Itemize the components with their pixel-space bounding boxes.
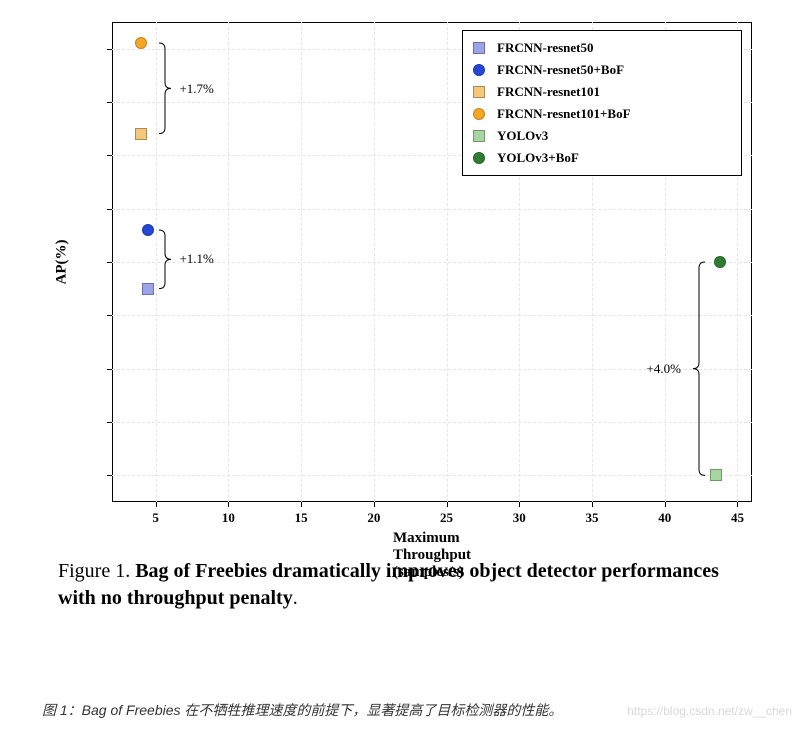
data-point xyxy=(135,128,147,140)
y-tick-mark xyxy=(107,475,112,476)
data-point xyxy=(710,469,722,481)
y-tick-mark xyxy=(107,102,112,103)
legend-item: FRCNN-resnet50+BoF xyxy=(473,59,731,81)
data-point xyxy=(135,37,147,49)
square-marker-icon xyxy=(473,130,485,142)
grid-line-horizontal xyxy=(112,422,752,423)
x-tick-label: 45 xyxy=(731,510,744,526)
legend-item: YOLOv3+BoF xyxy=(473,147,731,169)
legend-label: FRCNN-resnet101 xyxy=(497,84,600,100)
y-tick-mark xyxy=(107,49,112,50)
legend-item: FRCNN-resnet101 xyxy=(473,81,731,103)
legend-box: FRCNN-resnet50 FRCNN-resnet50+BoF FRCNN-re… xyxy=(462,30,742,176)
y-tick-mark xyxy=(107,262,112,263)
legend-label: FRCNN-resnet50+BoF xyxy=(497,62,624,78)
circle-marker-icon xyxy=(473,152,485,164)
caption-bold: Bag of Freebies dramatically improves ob… xyxy=(58,560,719,609)
x-tick-label: 35 xyxy=(586,510,599,526)
x-tick-mark xyxy=(374,502,375,507)
legend-label: FRCNN-resnet101+BoF xyxy=(497,106,631,122)
bracket-label: +4.0% xyxy=(647,361,681,377)
legend-label: FRCNN-resnet50 xyxy=(497,40,594,56)
caption-prefix: Figure 1. xyxy=(58,560,135,582)
y-tick-mark xyxy=(107,369,112,370)
grid-line-horizontal xyxy=(112,209,752,210)
x-tick-label: 25 xyxy=(440,510,453,526)
x-tick-mark xyxy=(447,502,448,507)
x-tick-mark xyxy=(156,502,157,507)
x-tick-mark xyxy=(519,502,520,507)
x-tick-mark xyxy=(592,502,593,507)
grid-line-horizontal xyxy=(112,315,752,316)
caption-suffix: . xyxy=(293,587,298,609)
legend-item: YOLOv3 xyxy=(473,125,731,147)
x-tick-mark xyxy=(737,502,738,507)
grid-line-horizontal xyxy=(112,475,752,476)
x-tick-mark xyxy=(665,502,666,507)
x-tick-label: 40 xyxy=(658,510,671,526)
circle-marker-icon xyxy=(473,64,485,76)
figure-caption-zh: 图 1：Bag of Freebies 在不牺牲推理速度的前提下，显著提高了目标… xyxy=(42,700,562,720)
watermark-text: https://blog.csdn.net/zw__chen xyxy=(627,704,792,718)
square-marker-icon xyxy=(473,42,485,54)
figure-caption-en: Figure 1. Bag of Freebies dramatically i… xyxy=(58,558,758,612)
x-tick-label: 5 xyxy=(152,510,159,526)
y-tick-mark xyxy=(107,209,112,210)
legend-label: YOLOv3+BoF xyxy=(497,150,579,166)
y-tick-mark xyxy=(107,315,112,316)
x-tick-mark xyxy=(301,502,302,507)
x-tick-label: 15 xyxy=(295,510,308,526)
bracket-label: +1.1% xyxy=(179,251,213,267)
circle-marker-icon xyxy=(473,108,485,120)
x-tick-label: 30 xyxy=(513,510,526,526)
x-tick-mark xyxy=(228,502,229,507)
data-point xyxy=(142,224,154,236)
data-point xyxy=(142,283,154,295)
legend-item: FRCNN-resnet101+BoF xyxy=(473,103,731,125)
legend-item: FRCNN-resnet50 xyxy=(473,37,731,59)
y-tick-mark xyxy=(107,155,112,156)
y-axis-label: AP(%) xyxy=(54,240,71,285)
legend-label: YOLOv3 xyxy=(497,128,548,144)
bracket-label: +1.7% xyxy=(179,81,213,97)
x-tick-label: 10 xyxy=(222,510,235,526)
data-point xyxy=(714,256,726,268)
y-tick-mark xyxy=(107,422,112,423)
square-marker-icon xyxy=(473,86,485,98)
x-tick-label: 20 xyxy=(367,510,380,526)
